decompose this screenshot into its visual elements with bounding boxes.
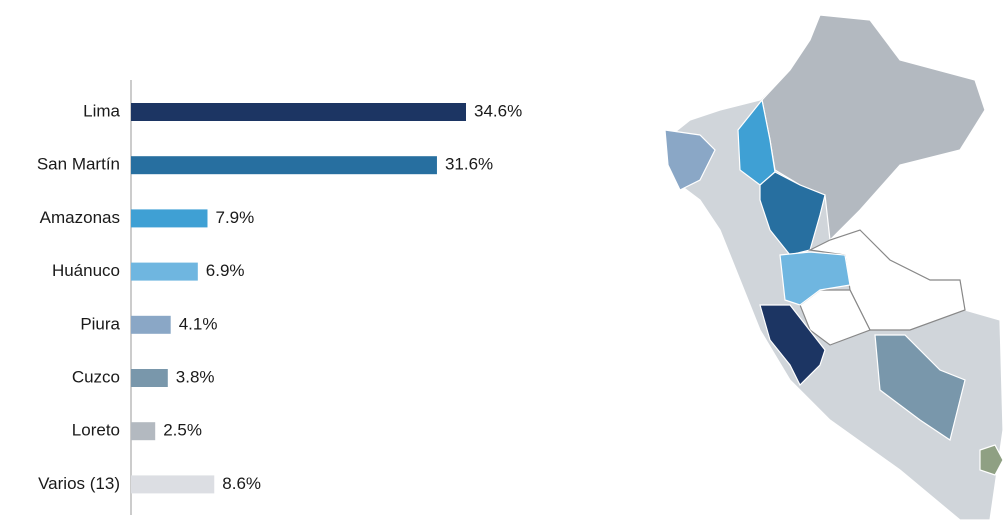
category-label: Huánuco [52, 261, 120, 280]
value-label: 6.9% [206, 261, 245, 280]
category-label: Piura [80, 314, 120, 333]
value-label: 4.1% [179, 314, 218, 333]
map [664, 14, 1003, 521]
value-label: 34.6% [474, 101, 522, 120]
value-label: 2.5% [163, 421, 202, 440]
bar [131, 475, 215, 494]
bar [131, 103, 466, 121]
category-label: Amazonas [40, 208, 120, 227]
value-label: 8.6% [222, 474, 261, 493]
bar [131, 369, 168, 387]
category-label: Loreto [72, 421, 120, 440]
category-label: Cuzco [72, 367, 120, 386]
bar [131, 156, 437, 175]
bar [131, 209, 208, 228]
map-region [664, 129, 716, 191]
value-label: 3.8% [176, 367, 215, 386]
bar [131, 315, 171, 334]
category-label: Lima [83, 101, 120, 120]
value-label: 7.9% [215, 208, 254, 227]
map-region [759, 304, 826, 387]
map-region [874, 334, 966, 441]
map-region [979, 444, 1003, 476]
category-label: Varios (13) [38, 474, 120, 493]
value-label: 31.6% [445, 155, 493, 174]
map-region [779, 251, 851, 306]
category-label: San Martín [37, 155, 120, 174]
bar [131, 262, 198, 281]
bar [131, 422, 156, 441]
